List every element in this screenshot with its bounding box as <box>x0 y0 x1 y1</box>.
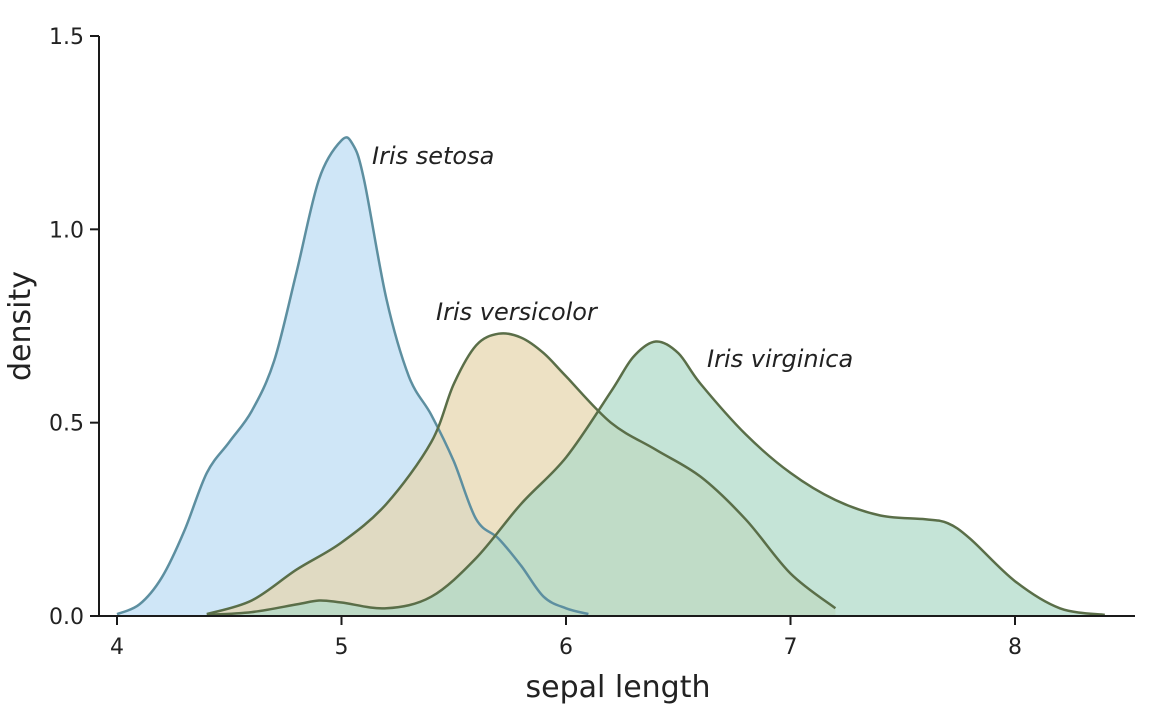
y-tick-label: 0.0 <box>49 605 84 630</box>
density-line-2 <box>206 340 1105 617</box>
y-axis-title: density <box>3 271 38 381</box>
x-tick-label: 4 <box>110 635 124 660</box>
series-label-setosa: Iris setosa <box>372 142 494 170</box>
x-tick-label: 6 <box>559 635 573 660</box>
y-tick-label: 1.5 <box>49 25 84 50</box>
series-label-versicolor: Iris versicolor <box>436 298 599 326</box>
x-tick-label: 8 <box>1008 635 1022 660</box>
density-area-0 <box>117 137 589 616</box>
density-line-1 <box>206 332 837 616</box>
density-areas <box>116 136 1105 617</box>
y-tick-label: 0.5 <box>49 412 84 437</box>
x-tick-label: 7 <box>784 635 798 660</box>
ticks: 4 5 6 7 8 0.0 0.5 1.0 1.5 <box>49 25 1022 660</box>
series-labels: Iris setosa Iris versicolor Iris virgini… <box>372 142 853 373</box>
x-tick-label: 5 <box>335 635 349 660</box>
axes <box>98 36 1135 617</box>
density-area-2 <box>206 341 1105 616</box>
series-label-virginica: Iris virginica <box>707 345 853 373</box>
y-tick-label: 1.0 <box>49 218 84 243</box>
x-axis-title: sepal length <box>525 670 710 705</box>
density-line-0 <box>116 136 589 616</box>
